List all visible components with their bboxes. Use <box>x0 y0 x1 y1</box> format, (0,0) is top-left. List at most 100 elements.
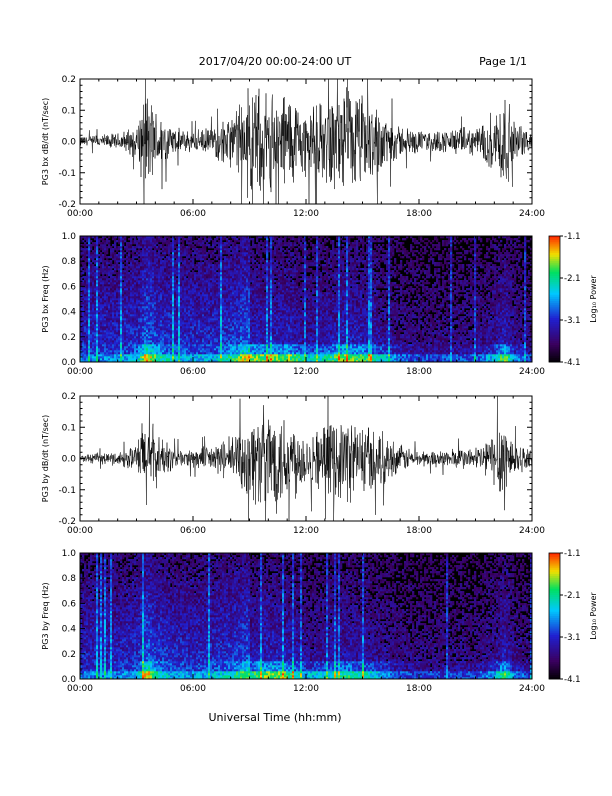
heatmap-cell <box>214 308 216 310</box>
heatmap-cell <box>222 350 224 352</box>
heatmap-cell <box>236 262 238 264</box>
heatmap-cell <box>232 258 234 260</box>
heatmap-cell <box>132 332 134 334</box>
heatmap-cell <box>200 326 202 328</box>
heatmap-cell <box>176 350 178 352</box>
heatmap-cell <box>142 258 144 260</box>
heatmap-cell <box>136 356 138 358</box>
heatmap-cell <box>86 330 88 332</box>
heatmap-cell <box>120 260 122 262</box>
heatmap-cell <box>122 316 124 318</box>
heatmap-cell <box>126 262 128 264</box>
heatmap-cell <box>142 250 144 252</box>
heatmap-cell <box>196 350 198 352</box>
heatmap-cell <box>206 298 208 300</box>
heatmap-cell <box>212 322 214 324</box>
heatmap-cell <box>240 298 242 300</box>
heatmap-cell <box>240 324 242 326</box>
heatmap-cell <box>140 260 142 262</box>
heatmap-cell <box>188 338 190 340</box>
heatmap-cell <box>110 328 112 330</box>
heatmap-cell <box>104 256 106 258</box>
heatmap-cell <box>160 268 162 270</box>
heatmap-cell <box>94 318 96 320</box>
heatmap-cell <box>84 328 86 330</box>
heatmap-cell <box>240 306 242 308</box>
heatmap-cell <box>152 332 154 334</box>
heatmap-cell <box>106 358 108 360</box>
heatmap-cell <box>124 298 126 300</box>
heatmap-cell <box>164 348 166 350</box>
heatmap-cell <box>150 294 152 296</box>
heatmap-cell <box>134 344 136 346</box>
heatmap-cell <box>118 284 120 286</box>
heatmap-cell <box>236 318 238 320</box>
heatmap-cell <box>114 324 116 326</box>
heatmap-cell <box>88 296 90 298</box>
heatmap-cell <box>180 332 182 334</box>
heatmap-cell <box>126 328 128 330</box>
heatmap-cell <box>232 280 234 282</box>
heatmap-cell <box>236 296 238 298</box>
heatmap-cell <box>232 304 234 306</box>
heatmap-cell <box>210 344 212 346</box>
heatmap-cell <box>192 310 194 312</box>
heatmap-cell <box>124 278 126 280</box>
heatmap-cell <box>96 340 98 342</box>
heatmap-cell <box>104 266 106 268</box>
heatmap-cell <box>118 260 120 262</box>
heatmap-cell <box>168 260 170 262</box>
heatmap-cell <box>224 248 226 250</box>
heatmap-cell <box>214 296 216 298</box>
heatmap-cell <box>136 340 138 342</box>
heatmap-cell <box>206 272 208 274</box>
heatmap-cell <box>228 262 230 264</box>
heatmap-cell <box>196 306 198 308</box>
heatmap-cell <box>216 298 218 300</box>
heatmap-cell <box>136 306 138 308</box>
heatmap-cell <box>220 298 222 300</box>
heatmap-cell <box>148 332 150 334</box>
heatmap-cell <box>182 300 184 302</box>
heatmap-cell <box>224 328 226 330</box>
heatmap-cell <box>88 274 90 276</box>
heatmap-cell <box>150 302 152 304</box>
heatmap-cell <box>152 352 154 354</box>
heatmap-cell <box>176 304 178 306</box>
heatmap-cell <box>194 300 196 302</box>
heatmap-cell <box>154 324 156 326</box>
heatmap-cell <box>146 272 148 274</box>
heatmap-cell <box>224 318 226 320</box>
heatmap-cell <box>170 260 172 262</box>
heatmap-cell <box>106 286 108 288</box>
heatmap-cell <box>186 304 188 306</box>
heatmap-cell <box>142 328 144 330</box>
heatmap-cell <box>108 324 110 326</box>
heatmap-cell <box>182 292 184 294</box>
heatmap-cell <box>180 256 182 258</box>
heatmap-cell <box>166 344 168 346</box>
heatmap-cell <box>150 262 152 264</box>
heatmap-cell <box>240 348 242 350</box>
heatmap-cell <box>168 334 170 336</box>
heatmap-cell <box>190 348 192 350</box>
heatmap-cell <box>92 322 94 324</box>
heatmap-cell <box>150 290 152 292</box>
heatmap-cell <box>164 272 166 274</box>
heatmap-cell <box>138 266 140 268</box>
heatmap-cell <box>234 310 236 312</box>
heatmap-cell <box>124 342 126 344</box>
heatmap-cell <box>122 318 124 320</box>
heatmap-cell <box>178 342 180 344</box>
heatmap-cell <box>234 350 236 352</box>
heatmap-cell <box>204 282 206 284</box>
heatmap-cell <box>108 348 110 350</box>
heatmap-cell <box>94 306 96 308</box>
heatmap-cell <box>226 260 228 262</box>
heatmap-cell <box>180 294 182 296</box>
heatmap-cell <box>102 278 104 280</box>
heatmap-cell <box>176 302 178 304</box>
heatmap-cell <box>96 350 98 352</box>
heatmap-cell <box>160 244 162 246</box>
heatmap-cell <box>106 240 108 242</box>
